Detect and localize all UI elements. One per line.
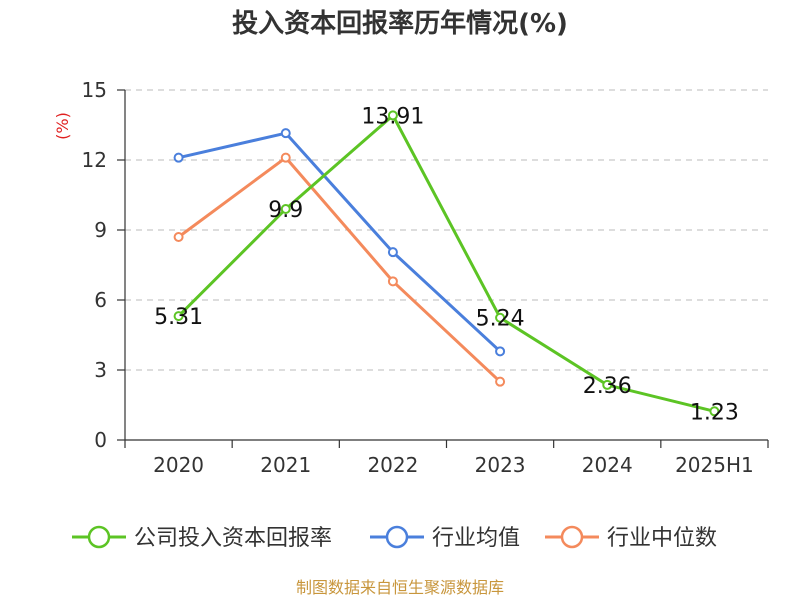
x-tick-label-0: 2020: [153, 453, 204, 477]
data-point-s0-0: [173, 311, 184, 322]
data-point-s1-2: [387, 247, 398, 258]
series-2: [173, 152, 506, 387]
data-point-s1-3: [495, 346, 506, 357]
data-label-5: 1.23: [690, 400, 739, 425]
y-tick-label-2: 6: [94, 288, 107, 312]
legend-label-1: 行业均值: [432, 526, 520, 551]
legend-item-0: 公司投入资本回报率: [72, 525, 332, 551]
data-point-s0-1: [280, 204, 291, 214]
axes: 0 3 6 9 12 15 2020 2021 2022 2023 2024 2025H1: [82, 78, 769, 477]
series-line-0: [177, 113, 715, 413]
series-line-2: [177, 156, 502, 383]
x-tick-label-3: 2023: [475, 453, 526, 477]
series-0: [173, 110, 720, 417]
data-labels: 5.31 9.9 13.91 5.24 2.36 1.23: [154, 104, 739, 425]
x-tick-label-4: 2024: [582, 453, 633, 477]
chart-title: 投入资本回报率历年情况(%): [232, 8, 568, 39]
data-label-2: 13.91: [361, 104, 424, 129]
legend-marker-1: [385, 525, 409, 549]
data-label-1: 9.9: [268, 198, 303, 223]
series-line-1: [178, 131, 502, 353]
data-point-s2-3: [495, 376, 506, 387]
legend-item-1: 行业均值: [370, 525, 520, 551]
y-tick-label-1: 3: [94, 358, 107, 382]
y-axis-unit-label: (%): [53, 112, 72, 140]
data-point-s2-1: [280, 152, 291, 163]
legend-marker-0: [87, 525, 111, 549]
y-tick-label-3: 9: [94, 218, 107, 242]
x-tick-label-5: 2025H1: [675, 453, 754, 477]
data-point-s0-4: [602, 379, 613, 390]
series-lines: [173, 110, 720, 417]
series-1: [173, 128, 506, 357]
data-point-s0-3: [495, 312, 506, 323]
x-tick-label-1: 2021: [260, 453, 311, 477]
data-point-s2-2: [387, 276, 398, 287]
data-label-0: 5.31: [154, 305, 203, 330]
grid-lines: [125, 89, 768, 371]
data-point-s0-5: [709, 406, 720, 417]
y-tick-label-4: 12: [82, 148, 107, 172]
data-label-3: 5.24: [476, 307, 525, 332]
data-point-s1-1: [280, 128, 291, 139]
data-point-s1-0: [173, 152, 184, 163]
data-point-s2-0: [173, 232, 184, 242]
y-tick-label-0: 0: [94, 428, 107, 452]
legend-label-2: 行业中位数: [607, 526, 717, 551]
legend-label-0: 公司投入资本回报率: [134, 526, 332, 551]
legend-marker-2: [560, 525, 584, 549]
y-tick-label-5: 15: [82, 78, 107, 102]
data-point-s0-2: [387, 110, 398, 121]
legend-item-2: 行业中位数: [545, 525, 717, 551]
source-note: 制图数据来自恒生聚源数据库: [296, 578, 504, 597]
legend: 公司投入资本回报率 行业均值 行业中位数: [72, 525, 717, 551]
x-tick-label-2: 2022: [367, 453, 418, 477]
data-label-4: 2.36: [583, 374, 632, 399]
